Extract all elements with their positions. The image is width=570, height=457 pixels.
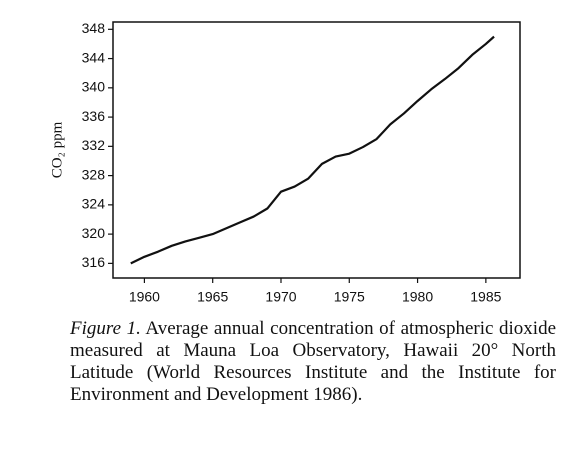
caption-text: Average annual concentration of atmosphe…	[70, 318, 557, 405]
x-tick-label: 1960	[129, 289, 160, 305]
y-tick-label: 328	[82, 166, 106, 182]
y-tick-label: 332	[82, 137, 106, 153]
x-tick-label: 1975	[334, 289, 365, 305]
x-tick-label: 1980	[402, 289, 433, 305]
y-tick-label: 344	[82, 49, 106, 65]
x-tick-label: 1985	[470, 289, 501, 305]
caption-label: Figure 1.	[70, 318, 141, 339]
chart: CO₂ ppm 316 320 324 328 332 336 340 344 348 1960 1…	[49, 20, 521, 305]
y-tick-label: 324	[82, 196, 106, 212]
y-tick-label: 336	[82, 108, 106, 124]
plot-frame	[112, 21, 521, 279]
data-line	[130, 35, 495, 265]
caption: Figure 1. Average annual concentration o…	[70, 318, 556, 406]
y-tick-label: 348	[82, 20, 106, 36]
y-axis-label: CO₂ ppm	[49, 121, 65, 178]
y-tick-label: 316	[82, 254, 106, 270]
x-tick-label: 1965	[197, 289, 228, 305]
y-tick-label: 340	[82, 79, 106, 95]
x-tick-label: 1970	[265, 289, 296, 305]
y-tick-label: 320	[82, 225, 106, 241]
